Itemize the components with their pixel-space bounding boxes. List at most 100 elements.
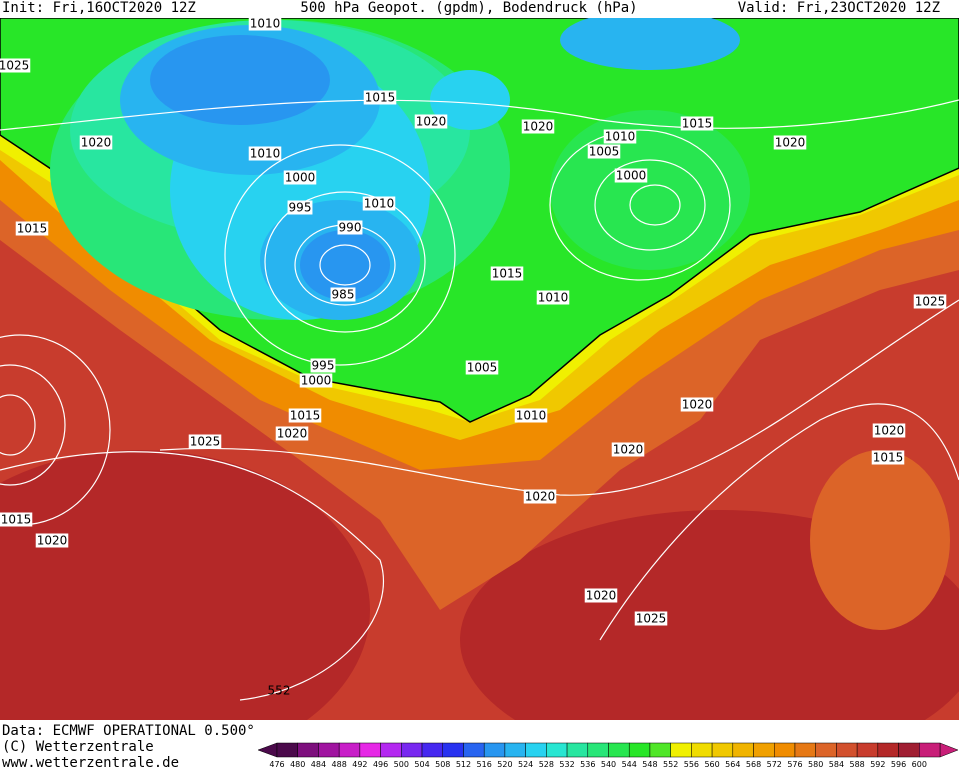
- isobar-label: 1015: [492, 267, 523, 281]
- isobar-label: 1010: [250, 17, 281, 31]
- label-box: [680, 397, 714, 412]
- legend-swatch: [856, 742, 879, 758]
- valid-time: Valid: Fri,23OCT2020 12Z: [738, 0, 940, 16]
- legend-level: 536: [580, 760, 595, 769]
- legend-swatch: [276, 742, 298, 758]
- website: www.wetterzentrale.de: [2, 755, 179, 770]
- isobar-label: 1025: [0, 59, 29, 73]
- legend-swatch: [608, 742, 630, 758]
- legend-level: 524: [518, 760, 533, 769]
- label-box: [773, 135, 807, 150]
- label-box: [514, 408, 548, 423]
- label-box: [275, 426, 309, 441]
- legend-swatch: [421, 742, 443, 758]
- label-box: [603, 129, 637, 144]
- map-title: 500 hPa Geopot. (gpdm), Bodendruck (hPa): [300, 0, 637, 16]
- legend-swatch: [628, 742, 651, 758]
- label-box: [362, 196, 396, 211]
- legend-swatch: [649, 742, 671, 758]
- legend-swatch: [774, 742, 796, 758]
- isobar-label: 1020: [682, 398, 713, 412]
- legend-swatch: [401, 742, 423, 758]
- legend-level: 560: [704, 760, 719, 769]
- label-box: [188, 434, 222, 449]
- legend-swatch: [297, 742, 319, 758]
- label-box: [248, 146, 282, 161]
- legend-level: 568: [746, 760, 761, 769]
- legend-level: 488: [332, 760, 347, 769]
- label-box: [587, 144, 621, 159]
- legend-level: 584: [829, 760, 844, 769]
- legend-swatch: [691, 742, 713, 758]
- isobar-label: 995: [289, 201, 312, 215]
- map: [0, 18, 959, 720]
- legend-swatch: [877, 742, 899, 758]
- isobar-label: 1015: [365, 91, 396, 105]
- isobar-label: 1015: [17, 222, 48, 236]
- legend-level: 528: [539, 760, 554, 769]
- legend-level: 572: [767, 760, 782, 769]
- data-source: Data: ECMWF OPERATIONAL 0.500°: [2, 723, 255, 739]
- legend-swatch: [483, 742, 506, 758]
- label-box: [310, 358, 336, 373]
- isobar-label: 990: [339, 221, 362, 235]
- label-box: [680, 116, 714, 131]
- isobar-label: 1015: [682, 117, 713, 131]
- legend-level: 556: [684, 760, 699, 769]
- legend-level: 588: [849, 760, 864, 769]
- legend-level: 592: [870, 760, 885, 769]
- copyright: (C) Wetterzentrale: [2, 739, 154, 755]
- legend-swatch: [380, 742, 402, 758]
- legend-swatch: [898, 742, 920, 758]
- legend-arrow: [939, 742, 959, 758]
- label-box: [248, 16, 282, 31]
- label-box: [288, 408, 322, 423]
- legend-level: 504: [414, 760, 429, 769]
- label-box: [0, 58, 31, 73]
- isobar-label: 1010: [538, 291, 569, 305]
- legend-level: 540: [601, 760, 616, 769]
- isobar-label: 995: [312, 359, 335, 373]
- label-box: [611, 442, 645, 457]
- label-box: [490, 266, 524, 281]
- isobar-label: 1025: [190, 435, 221, 449]
- legend-swatch: [711, 742, 734, 758]
- isobar-label: 1010: [250, 147, 281, 161]
- legend-level: 508: [435, 760, 450, 769]
- legend-swatch: [504, 742, 526, 758]
- contour-label: 552: [268, 684, 291, 698]
- init-time: Init: Fri,16OCT2020 12Z: [2, 0, 196, 16]
- label-box: [414, 114, 448, 129]
- legend-swatch: [919, 742, 941, 758]
- isobar-label: 1010: [364, 197, 395, 211]
- isobar-label: 1020: [37, 534, 68, 548]
- label-box: [614, 168, 648, 183]
- isobar-label: 1000: [285, 171, 316, 185]
- isobar-label: 1015: [1, 513, 32, 527]
- label-box: [521, 119, 555, 134]
- isobar-label: 1015: [873, 451, 904, 465]
- legend-level: 512: [456, 760, 471, 769]
- isobar-label: 1020: [613, 443, 644, 457]
- legend-swatch: [566, 742, 589, 758]
- label-box: [363, 90, 397, 105]
- legend-swatch: [753, 742, 775, 758]
- isobar-label: 1010: [516, 409, 547, 423]
- isobar-label: 1020: [277, 427, 308, 441]
- isobar-labels: 1010 1025 1015 1020 1020 1020 1015 1020 1010 1010…: [0, 16, 947, 698]
- label-box: [299, 373, 333, 388]
- legend-level: 476: [269, 760, 284, 769]
- label-box: [330, 287, 356, 302]
- isobar-label: 985: [332, 288, 355, 302]
- label-box: [0, 512, 33, 527]
- label-box: [634, 611, 668, 626]
- legend-level: 552: [663, 760, 678, 769]
- label-box: [523, 489, 557, 504]
- isobar-label: 1020: [874, 424, 905, 438]
- legend-level: 596: [891, 760, 906, 769]
- isobar-label: 1020: [525, 490, 556, 504]
- label-box: [872, 423, 906, 438]
- legend-arrow: [257, 742, 278, 758]
- isobar-label: 1015: [290, 409, 321, 423]
- isobar-label: 1000: [616, 169, 647, 183]
